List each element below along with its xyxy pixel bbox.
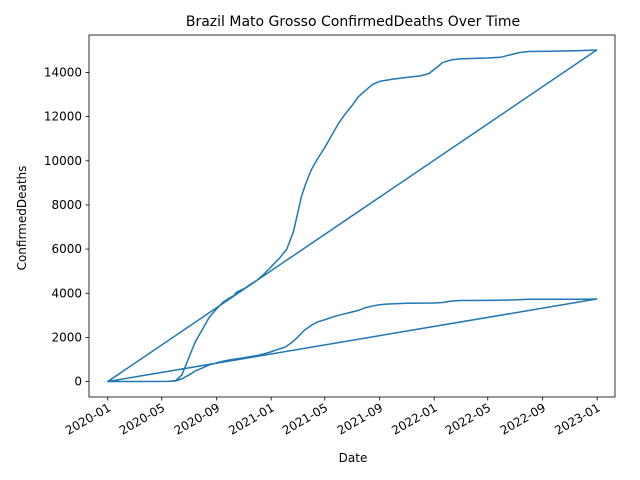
axes-frame [88, 34, 616, 398]
series-line-0 [107, 49, 598, 383]
y-tick-label: 0 [74, 375, 82, 389]
y-tick-label: 12000 [44, 110, 82, 124]
y-tick-label: 2000 [51, 330, 82, 344]
x-axis-label: Date [339, 451, 368, 465]
y-tick-label: 8000 [51, 198, 82, 212]
y-tick-label: 14000 [44, 66, 82, 80]
y-axis-label: ConfirmedDeaths [15, 166, 29, 271]
chart-title: Brazil Mato Grosso ConfirmedDeaths Over … [186, 14, 520, 30]
y-tick-label: 6000 [51, 242, 82, 256]
y-tick-label: 4000 [51, 286, 82, 300]
y-tick-label: 10000 [44, 154, 82, 168]
